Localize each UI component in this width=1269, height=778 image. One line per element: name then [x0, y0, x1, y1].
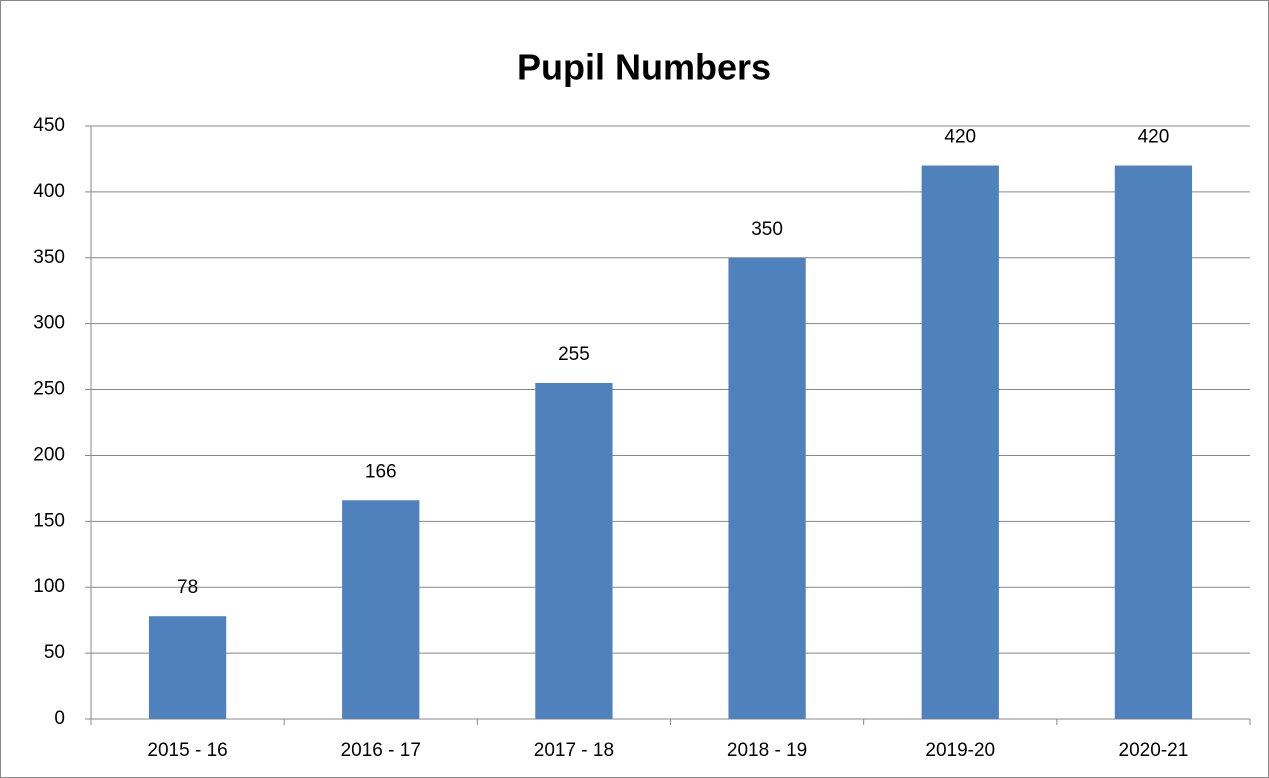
x-tick-label: 2018 - 19 — [727, 740, 807, 761]
y-tick-label: 250 — [33, 379, 65, 400]
y-tick-label: 450 — [33, 115, 65, 136]
data-label: 420 — [944, 127, 976, 148]
y-tick-label: 100 — [33, 576, 65, 597]
bar — [148, 616, 227, 719]
x-tick-label: 2015 - 16 — [147, 740, 227, 761]
y-tick-label: 350 — [33, 247, 65, 268]
data-label: 255 — [558, 344, 590, 365]
y-tick-label: 300 — [33, 313, 65, 334]
bar — [1114, 165, 1193, 720]
y-tick-label: 200 — [33, 444, 65, 465]
chart-title: Pupil Numbers — [517, 47, 771, 88]
data-label: 78 — [177, 577, 198, 598]
y-tick-label: 400 — [33, 181, 65, 202]
y-tick-label: 150 — [33, 510, 65, 531]
data-label: 166 — [365, 461, 397, 482]
y-tick-label: 0 — [54, 708, 65, 729]
bar — [921, 165, 999, 720]
x-tick-label: 2020-21 — [1119, 740, 1189, 761]
y-tick-label: 50 — [44, 642, 65, 663]
data-label: 350 — [751, 219, 783, 240]
x-tick-label: 2016 - 17 — [341, 740, 421, 761]
data-label: 420 — [1138, 127, 1170, 148]
bar — [342, 500, 420, 719]
bar — [728, 257, 806, 719]
x-tick-label: 2017 - 18 — [534, 740, 614, 761]
x-tick-label: 2019-20 — [925, 740, 995, 761]
bar — [535, 382, 613, 719]
